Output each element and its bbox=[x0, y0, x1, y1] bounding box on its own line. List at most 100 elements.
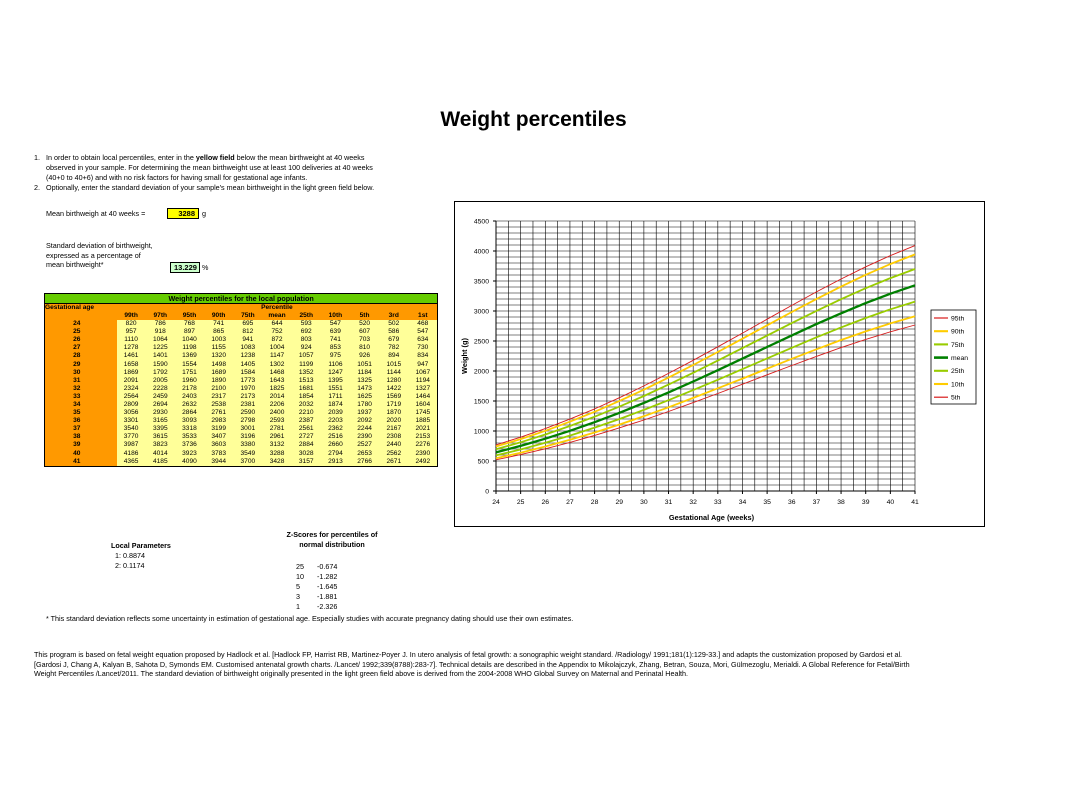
cell-37-5th: 2244 bbox=[350, 425, 380, 434]
cell-32-90th: 2100 bbox=[204, 384, 234, 393]
cell-35-97th: 2930 bbox=[145, 409, 175, 418]
table-row: 29 1658 1590 1554 1498 1405 1302 1199 1106 1051 10… bbox=[44, 360, 438, 369]
cell-39-1st: 2276 bbox=[408, 441, 438, 450]
x-tick-label: 34 bbox=[739, 499, 747, 506]
percentile-chart-svg: 0 500 1000 1500 2000 2500 3000 3500 4000 4500 24 25… bbox=[460, 218, 977, 522]
row-gap-cell bbox=[108, 360, 117, 369]
row-gap-cell bbox=[108, 441, 117, 450]
table-banner: Weight percentiles for the local populat… bbox=[44, 293, 438, 304]
cell-32-75th: 1970 bbox=[233, 384, 263, 393]
cell-37-90th: 3199 bbox=[204, 425, 234, 434]
cell-38-3rd: 2308 bbox=[379, 433, 409, 442]
zscore-value: -1.645 bbox=[317, 582, 338, 591]
page-title: Weight percentiles bbox=[440, 108, 627, 131]
gestational-age-header: Gestational age bbox=[44, 303, 117, 312]
cell-32-10th: 1551 bbox=[320, 384, 350, 393]
table-header-row-1: Gestational age Percentile bbox=[44, 303, 438, 312]
cell-35-75th: 2590 bbox=[233, 409, 263, 418]
cell-39-3rd: 2440 bbox=[379, 441, 409, 450]
cell-39-97th: 3823 bbox=[145, 441, 175, 450]
cell-34-10th: 1874 bbox=[320, 400, 350, 410]
cell-40-10th: 2794 bbox=[320, 449, 350, 458]
cell-34-99th: 2809 bbox=[116, 400, 146, 410]
cell-36-10th: 2203 bbox=[320, 417, 350, 426]
sd-percent-input[interactable]: 13.229 bbox=[170, 262, 200, 273]
row-age-34: 34 bbox=[44, 400, 109, 410]
column-header-90th: 90th bbox=[204, 312, 234, 320]
cell-27-97th: 1225 bbox=[145, 344, 175, 353]
cell-39-95th: 3736 bbox=[174, 441, 205, 450]
references-line-3: Weight Percentiles /Lancet/2011. The sta… bbox=[34, 669, 689, 678]
cell-29-10th: 1106 bbox=[320, 360, 350, 369]
zscore-row: 5 -1.645 bbox=[296, 582, 337, 592]
series-line-5th bbox=[495, 324, 916, 461]
cell-27-5th: 810 bbox=[350, 344, 380, 353]
table-corner-cell bbox=[44, 312, 109, 320]
cell-31-97th: 2005 bbox=[145, 376, 175, 385]
cell-36-95th: 3093 bbox=[174, 417, 205, 426]
cell-29-97th: 1590 bbox=[145, 360, 175, 369]
cell-38-95th: 3533 bbox=[174, 433, 205, 442]
cell-41-95th: 4090 bbox=[174, 457, 205, 467]
cell-31-99th: 2091 bbox=[116, 376, 146, 385]
cell-41-10th: 2913 bbox=[320, 457, 350, 467]
cell-24-99th: 820 bbox=[116, 320, 146, 329]
y-axis-title: Weight (g) bbox=[460, 337, 469, 374]
cell-25-1st: 547 bbox=[408, 328, 438, 337]
instruction-2-text: Optionally, enter the standard deviation… bbox=[46, 183, 375, 192]
x-tick-label: 41 bbox=[911, 499, 919, 506]
cell-36-1st: 1885 bbox=[408, 417, 438, 426]
cell-40-90th: 3783 bbox=[204, 449, 234, 458]
row-age-36: 36 bbox=[44, 417, 109, 426]
local-parameter-2-key: 2: bbox=[115, 560, 121, 570]
table-row: 24 820 786 768 741 695 644 593 547 520 502 468 bbox=[44, 320, 438, 329]
mean-birthweight-input[interactable]: 3288 bbox=[167, 208, 199, 219]
cell-35-90th: 2761 bbox=[204, 409, 234, 418]
table-row: 35 3056 2930 2864 2761 2590 2400 2210 2039 1937 18… bbox=[44, 409, 438, 418]
cell-29-90th: 1498 bbox=[204, 360, 234, 369]
cell-26-95th: 1040 bbox=[174, 336, 205, 345]
cell-41-99th: 4365 bbox=[116, 457, 146, 467]
instruction-1-line-3: (40+0 to 40+6) and with no risk factors … bbox=[46, 173, 308, 182]
cell-28-95th: 1369 bbox=[174, 352, 205, 361]
cell-27-10th: 853 bbox=[320, 344, 350, 353]
cell-26-25th: 803 bbox=[291, 336, 321, 345]
instruction-1: 1. In order to obtain local percentiles, … bbox=[34, 153, 434, 163]
row-gap-cell bbox=[108, 449, 117, 458]
cell-29-75th: 1405 bbox=[233, 360, 263, 369]
zscore-percentile: 1 bbox=[296, 602, 300, 611]
cell-28-10th: 975 bbox=[320, 352, 350, 361]
cell-28-97th: 1401 bbox=[145, 352, 175, 361]
cell-33-25th: 1854 bbox=[291, 392, 321, 401]
cell-37-75th: 3001 bbox=[233, 425, 263, 434]
series-line-mean bbox=[495, 284, 916, 454]
sd-percent-unit: % bbox=[202, 263, 209, 272]
x-tick-label: 27 bbox=[566, 499, 574, 506]
references-line-1: This program is based on fetal weight eq… bbox=[34, 650, 903, 659]
cell-37-1st: 2021 bbox=[408, 425, 438, 434]
references: This program is based on fetal weight eq… bbox=[34, 650, 1044, 679]
table-row: 27 1278 1225 1198 1155 1083 1004 924 853 810 782 73… bbox=[44, 344, 438, 353]
cell-38-99th: 3770 bbox=[116, 433, 146, 442]
series-line-90th bbox=[495, 253, 916, 448]
cell-41-1st: 2492 bbox=[408, 457, 438, 467]
table-row: 37 3540 3395 3318 3199 3001 2781 2561 2362 2244 21… bbox=[44, 425, 438, 434]
row-age-28: 28 bbox=[44, 352, 109, 361]
cell-34-1st: 1604 bbox=[408, 400, 438, 410]
zscore-value: -0.674 bbox=[317, 562, 338, 571]
row-gap-cell bbox=[108, 392, 117, 401]
cell-29-5th: 1051 bbox=[350, 360, 380, 369]
table-row: 39 3987 3823 3736 3603 3380 3132 2884 2660 2527 24… bbox=[44, 441, 438, 450]
cell-24-5th: 520 bbox=[350, 320, 380, 329]
cell-34-5th: 1780 bbox=[350, 400, 380, 410]
cell-41-75th: 3700 bbox=[233, 457, 263, 467]
cell-32-mean: 1825 bbox=[262, 384, 292, 393]
row-gap-cell bbox=[108, 384, 117, 393]
column-header-97th: 97th bbox=[145, 312, 175, 320]
row-age-25: 25 bbox=[44, 328, 109, 337]
x-tick-label: 35 bbox=[763, 499, 771, 506]
cell-40-99th: 4186 bbox=[116, 449, 146, 458]
cell-39-90th: 3603 bbox=[204, 441, 234, 450]
cell-32-3rd: 1422 bbox=[379, 384, 409, 393]
references-line-2: [Gardosi J, Chang A, Kalyan B, Sahota D,… bbox=[34, 659, 910, 669]
